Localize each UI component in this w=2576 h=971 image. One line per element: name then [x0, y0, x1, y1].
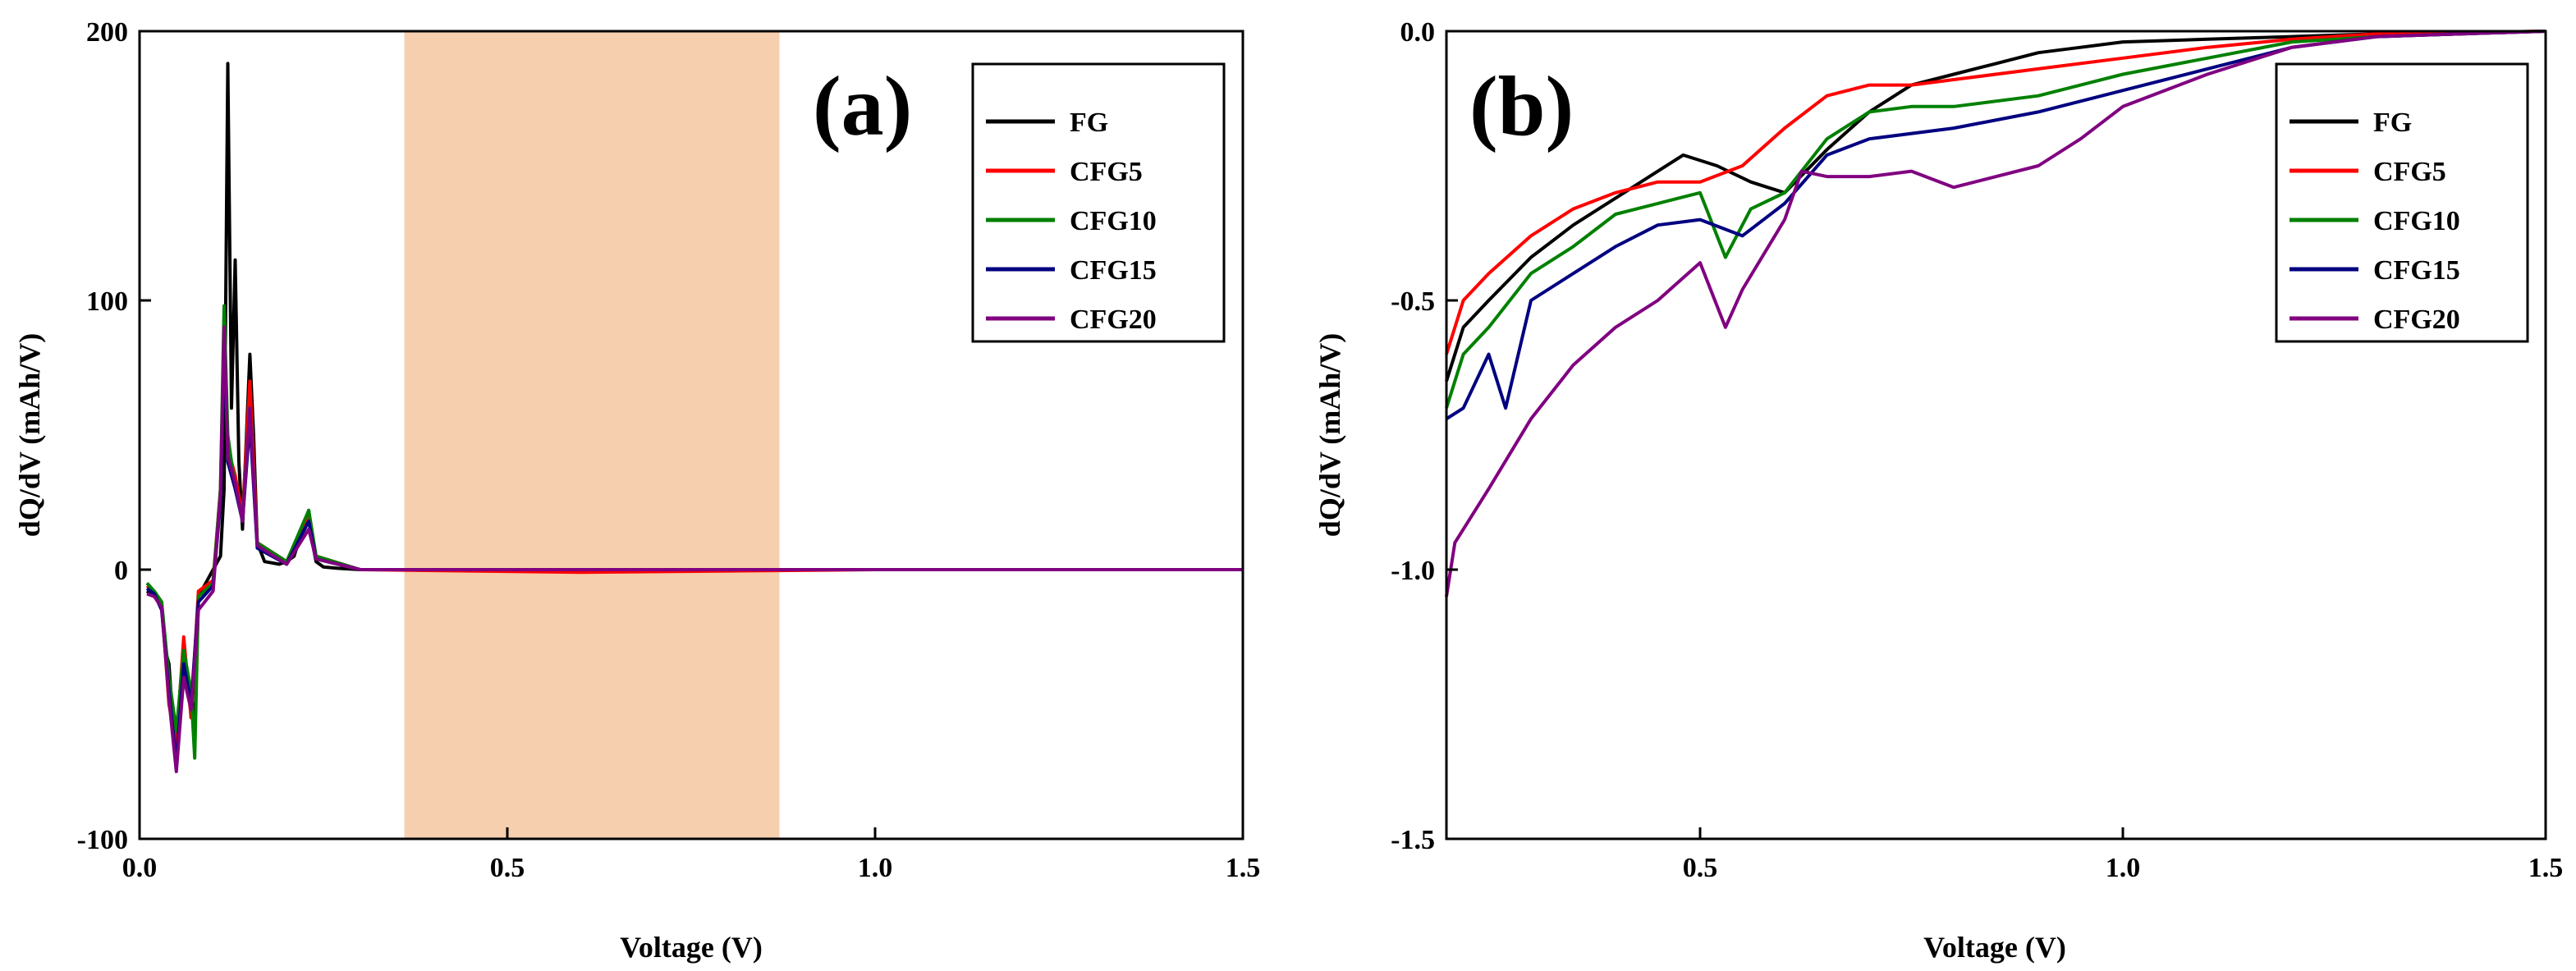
panel-b-ytick-label: -1.0 — [1391, 556, 1435, 586]
panel-b-legend-label-cfg20: CFG20 — [2373, 305, 2460, 335]
panel-b-series-cfg5 — [1445, 30, 2546, 355]
panel-a-ticks: 0.0 0.5 1.0 1.5 -100 0 100 200 — [77, 17, 1261, 883]
panel-b-xtick-label: 1.5 — [2528, 853, 2564, 883]
panel-a-ytick-label: 200 — [86, 17, 128, 48]
panel-a-legend-label-cfg10: CFG10 — [1070, 206, 1157, 236]
panel-a-series — [145, 62, 1243, 773]
panel-b-series-cfg20 — [1445, 30, 2546, 598]
panel-b-legend-label-cfg10: CFG10 — [2373, 206, 2460, 236]
panel-b-series-cfg15 — [1445, 30, 2546, 420]
panel-a-legend-label-cfg15: CFG15 — [1070, 255, 1157, 286]
panel-b: 0.5 1.0 1.5 -1.5 -1.0 -0.5 0.0 (b) Voltage (V)… — [1313, 17, 2563, 964]
panel-a-xlabel: Voltage (V) — [620, 931, 763, 964]
panel-b-legend-label-fg: FG — [2373, 108, 2412, 138]
panel-b-ticks: 0.5 1.0 1.5 -1.5 -1.0 -0.5 0.0 — [1391, 17, 2563, 883]
panel-b-label: (b) — [1469, 59, 1574, 153]
panel-a-legend-label-cfg5: CFG5 — [1070, 157, 1143, 187]
panel-b-legend: FG CFG5 CFG10 CFG15 CFG20 — [2275, 62, 2529, 343]
panel-a-ytick-label: 100 — [86, 286, 128, 317]
panel-a-xtick-label: 1.0 — [858, 853, 893, 883]
panel-a-legend-label-fg: FG — [1070, 108, 1108, 138]
panel-a-ytick-label: 0 — [114, 556, 128, 586]
panel-b-ytick-label: -0.5 — [1391, 286, 1435, 317]
panel-a-xtick-label: 0.5 — [490, 853, 525, 883]
panel-a-legend-label-cfg20: CFG20 — [1070, 305, 1157, 335]
panel-b-series-fg — [1445, 30, 2546, 382]
panel-b-plot-frame — [1445, 30, 2547, 840]
panel-a-plot-frame — [138, 30, 1244, 840]
panel-b-xlabel: Voltage (V) — [1923, 931, 2066, 964]
panel-a-shaded-region — [404, 31, 780, 839]
panel-a-ytick-label: -100 — [77, 825, 128, 855]
panel-b-legend-label-cfg15: CFG15 — [2373, 255, 2460, 286]
panel-b-ytick-label: -1.5 — [1391, 825, 1435, 855]
panel-b-series-cfg10 — [1445, 30, 2546, 409]
panel-a-xtick-label: 0.0 — [122, 853, 158, 883]
panel-b-legend-label-cfg5: CFG5 — [2373, 157, 2446, 187]
panel-a-series-cfg20 — [146, 325, 1243, 773]
panel-b-xtick-label: 1.0 — [2106, 853, 2141, 883]
panel-b-ylabel: dQ/dV (mAh/V) — [1313, 333, 1346, 537]
panel-a-legend: FG CFG5 CFG10 CFG15 CFG20 — [971, 62, 1226, 343]
panel-b-legend-box — [2275, 62, 2529, 343]
panel-a-xtick-label: 1.5 — [1226, 853, 1261, 883]
panel-b-xtick-label: 0.5 — [1683, 853, 1718, 883]
panel-b-ytick-label: 0.0 — [1400, 17, 1436, 48]
panel-b-series — [1445, 30, 2546, 598]
panel-a-legend-box — [971, 62, 1226, 343]
panel-a-label: (a) — [813, 59, 912, 153]
panel-a-ylabel: dQ/dV (mAh/V) — [13, 333, 46, 537]
